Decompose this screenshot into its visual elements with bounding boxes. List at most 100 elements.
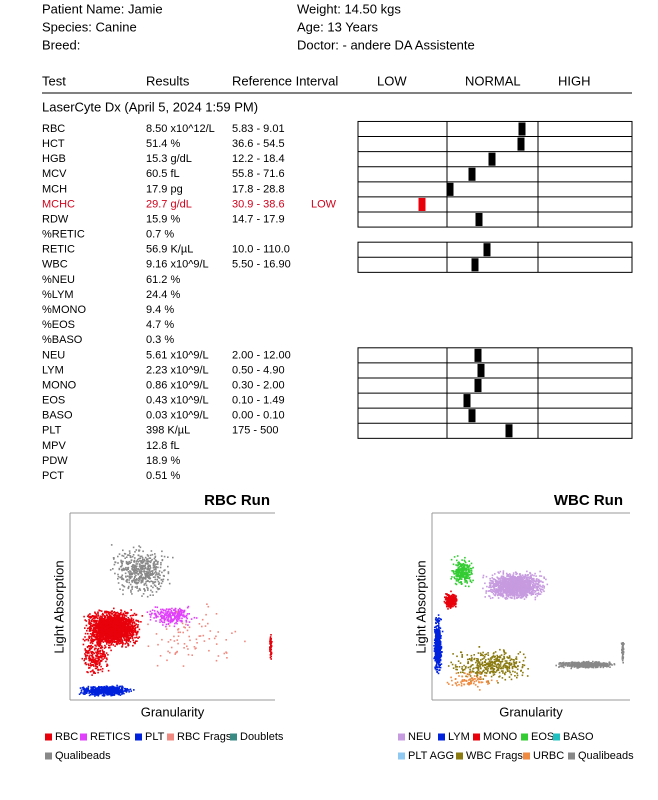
range-marker [518,122,526,136]
scatter-dot [540,591,543,593]
scatter-dot [115,617,117,619]
scatter-dot [113,616,116,618]
scatter-dot [120,612,122,614]
scatter-dot [101,618,104,620]
scatter-dot [139,555,142,558]
scatter-dot [156,573,158,576]
scatter-dot [99,625,102,627]
scatter-dot [103,694,106,697]
scatter-dot [129,634,132,637]
scatter-dot [114,689,117,691]
scatter-dot [88,649,91,652]
scatter-dot [121,613,123,616]
scatter-dot [109,621,112,623]
scatter-dot [99,621,101,623]
scatter-dot [120,628,122,631]
scatter-dot [111,627,113,630]
scatter-dot [149,561,152,564]
scatter-dot [130,571,132,573]
scatter-dot [95,665,97,667]
scatter-dot [193,646,196,648]
scatter-dot [130,609,132,611]
scatter-dot [95,688,97,690]
scatter-dot [176,611,178,613]
scatter-dot [91,635,93,637]
scatter-dot [137,577,140,580]
scatter-dot [125,568,128,571]
scatter-dot [114,622,117,625]
scatter-dot [91,653,94,656]
scatter-dot [99,692,101,694]
scatter-dot [118,618,120,620]
scatter-dot [98,640,101,642]
scatter-dot [117,618,119,621]
scatter-dot [134,568,136,570]
scatter-dot [136,640,138,642]
scatter-dot [134,624,136,627]
scatter-dot [112,617,114,620]
scatter-dot [137,568,139,570]
scatter-dot [95,657,97,660]
scatter-dot [149,565,151,568]
scatter-dot [117,638,119,641]
scatter-dot [124,643,126,645]
scatter-dot [179,610,182,613]
scatter-dot [117,624,119,626]
scatter-dot [109,639,112,642]
scatter-dot [96,633,98,636]
scatter-dot [90,651,92,653]
scatter-dot [120,565,123,568]
scatter-dot [543,577,545,579]
scatter-dot [111,689,113,692]
scatter-dot [503,591,506,594]
scatter-dot [109,618,112,620]
scatter-dot [179,631,181,634]
scatter-dot [92,635,95,638]
scatter-dot [91,625,94,628]
scatter-dot [154,585,157,587]
scatter-dot [185,616,188,619]
scatter-dot [94,636,96,638]
scatter-dot [144,578,147,580]
scatter-dot [107,686,109,689]
scatter-dot [101,649,104,651]
scatter-dot [151,609,154,611]
scatter-dot [105,631,107,634]
legend-label: RBC [55,731,78,743]
scatter-dot [185,619,187,622]
scatter-dot [123,623,126,626]
scatter-dot [129,577,132,579]
scatter-dot [182,614,185,616]
scatter-dot [491,591,494,593]
scatter-dot [124,632,127,634]
scatter-dot [89,642,92,644]
scatter-dot [175,621,177,624]
scatter-dot [148,565,150,568]
scatter-dot [120,691,122,693]
scatter-dot [109,617,112,619]
scatter-dot [100,665,102,668]
scatter-dot [95,689,98,691]
scatter-dot [93,671,95,673]
test-name: MONO [42,379,77,391]
scatter-dot [125,689,128,692]
scatter-dot [156,615,159,618]
scatter-dot [138,569,140,571]
scatter-dot [149,577,151,580]
scatter-dot [156,578,158,581]
scatter-dot [138,621,140,623]
result: 24.4 % [146,289,180,301]
scatter-dot [116,621,118,623]
scatter-dot [83,691,86,693]
scatter-dot [492,590,495,593]
result: 0.86 x10^9/L [146,379,209,391]
scatter-dot [166,614,169,616]
scatter-dot [98,686,100,688]
scatter-dot [104,611,106,614]
scatter-dot [94,667,97,670]
scatter-dot [117,622,120,624]
scatter-dot [130,690,132,692]
scatter-dot [102,694,105,696]
scatter-dot [140,567,143,569]
scatter-dot [149,613,151,616]
